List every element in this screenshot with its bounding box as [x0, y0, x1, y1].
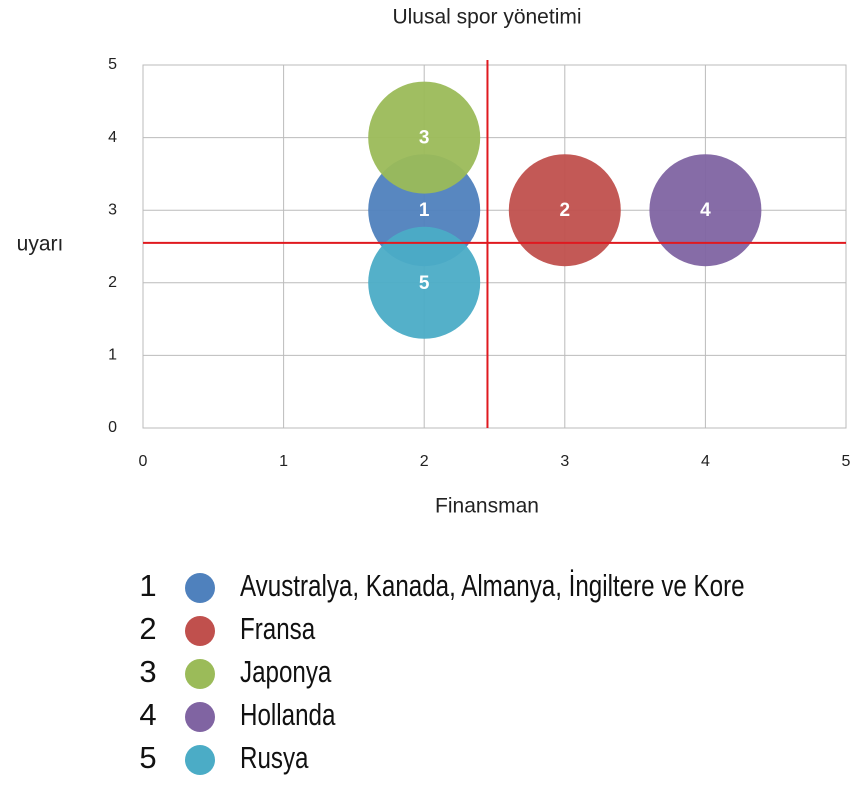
legend-swatch: [185, 616, 215, 646]
legend-swatch: [185, 659, 215, 689]
legend-item: 2 Fransa: [139, 611, 315, 646]
bubble: [508, 154, 621, 267]
legend-swatch: [185, 702, 215, 732]
legend-item: 4 Hollanda: [139, 697, 335, 732]
bubble-label: 3: [419, 128, 430, 149]
y-axis-title: uyarı: [17, 233, 64, 256]
x-tick-label: 1: [279, 453, 288, 470]
x-tick-label: 5: [842, 453, 851, 470]
legend-swatch: [185, 745, 215, 775]
y-tick-label: 0: [108, 419, 117, 436]
legend-label: Fransa: [240, 611, 316, 646]
legend-number: 2: [139, 611, 156, 646]
x-tick-label: 0: [139, 453, 148, 470]
legend-number: 1: [139, 568, 156, 603]
legend-label: Rusya: [240, 740, 309, 775]
x-tick-label: 2: [420, 453, 429, 470]
bubble: [368, 226, 481, 339]
bubble-label: 5: [419, 273, 430, 294]
legend-item: 3 Japonya: [139, 654, 331, 689]
bubble-label: 1: [419, 200, 430, 221]
bubble-label: 4: [700, 200, 711, 221]
legend-swatch: [185, 573, 215, 603]
x-tick-label: 3: [560, 453, 569, 470]
bubble: [368, 81, 481, 194]
legend-label: Japonya: [240, 654, 332, 689]
chart-title: Ulusal spor yönetimi: [392, 6, 581, 29]
legend-number: 4: [139, 697, 156, 732]
bubble-label: 2: [560, 200, 571, 221]
y-tick-label: 3: [108, 201, 117, 218]
legend-label: Hollanda: [240, 697, 336, 732]
y-tick-label: 5: [108, 56, 117, 73]
legend-item: 5 Rusya: [139, 740, 309, 775]
bubble: [649, 154, 762, 267]
y-tick-label: 4: [108, 129, 117, 146]
legend-number: 3: [139, 654, 156, 689]
y-tick-label: 2: [108, 274, 117, 291]
x-axis-title: Finansman: [435, 495, 539, 518]
legend-item: 1 Avustralya, Kanada, Almanya, İngiltere …: [139, 568, 744, 603]
y-tick-label: 1: [108, 347, 117, 364]
legend-number: 5: [139, 740, 156, 775]
x-tick-label: 4: [701, 453, 710, 470]
legend-label: Avustralya, Kanada, Almanya, İngiltere v…: [240, 568, 745, 603]
